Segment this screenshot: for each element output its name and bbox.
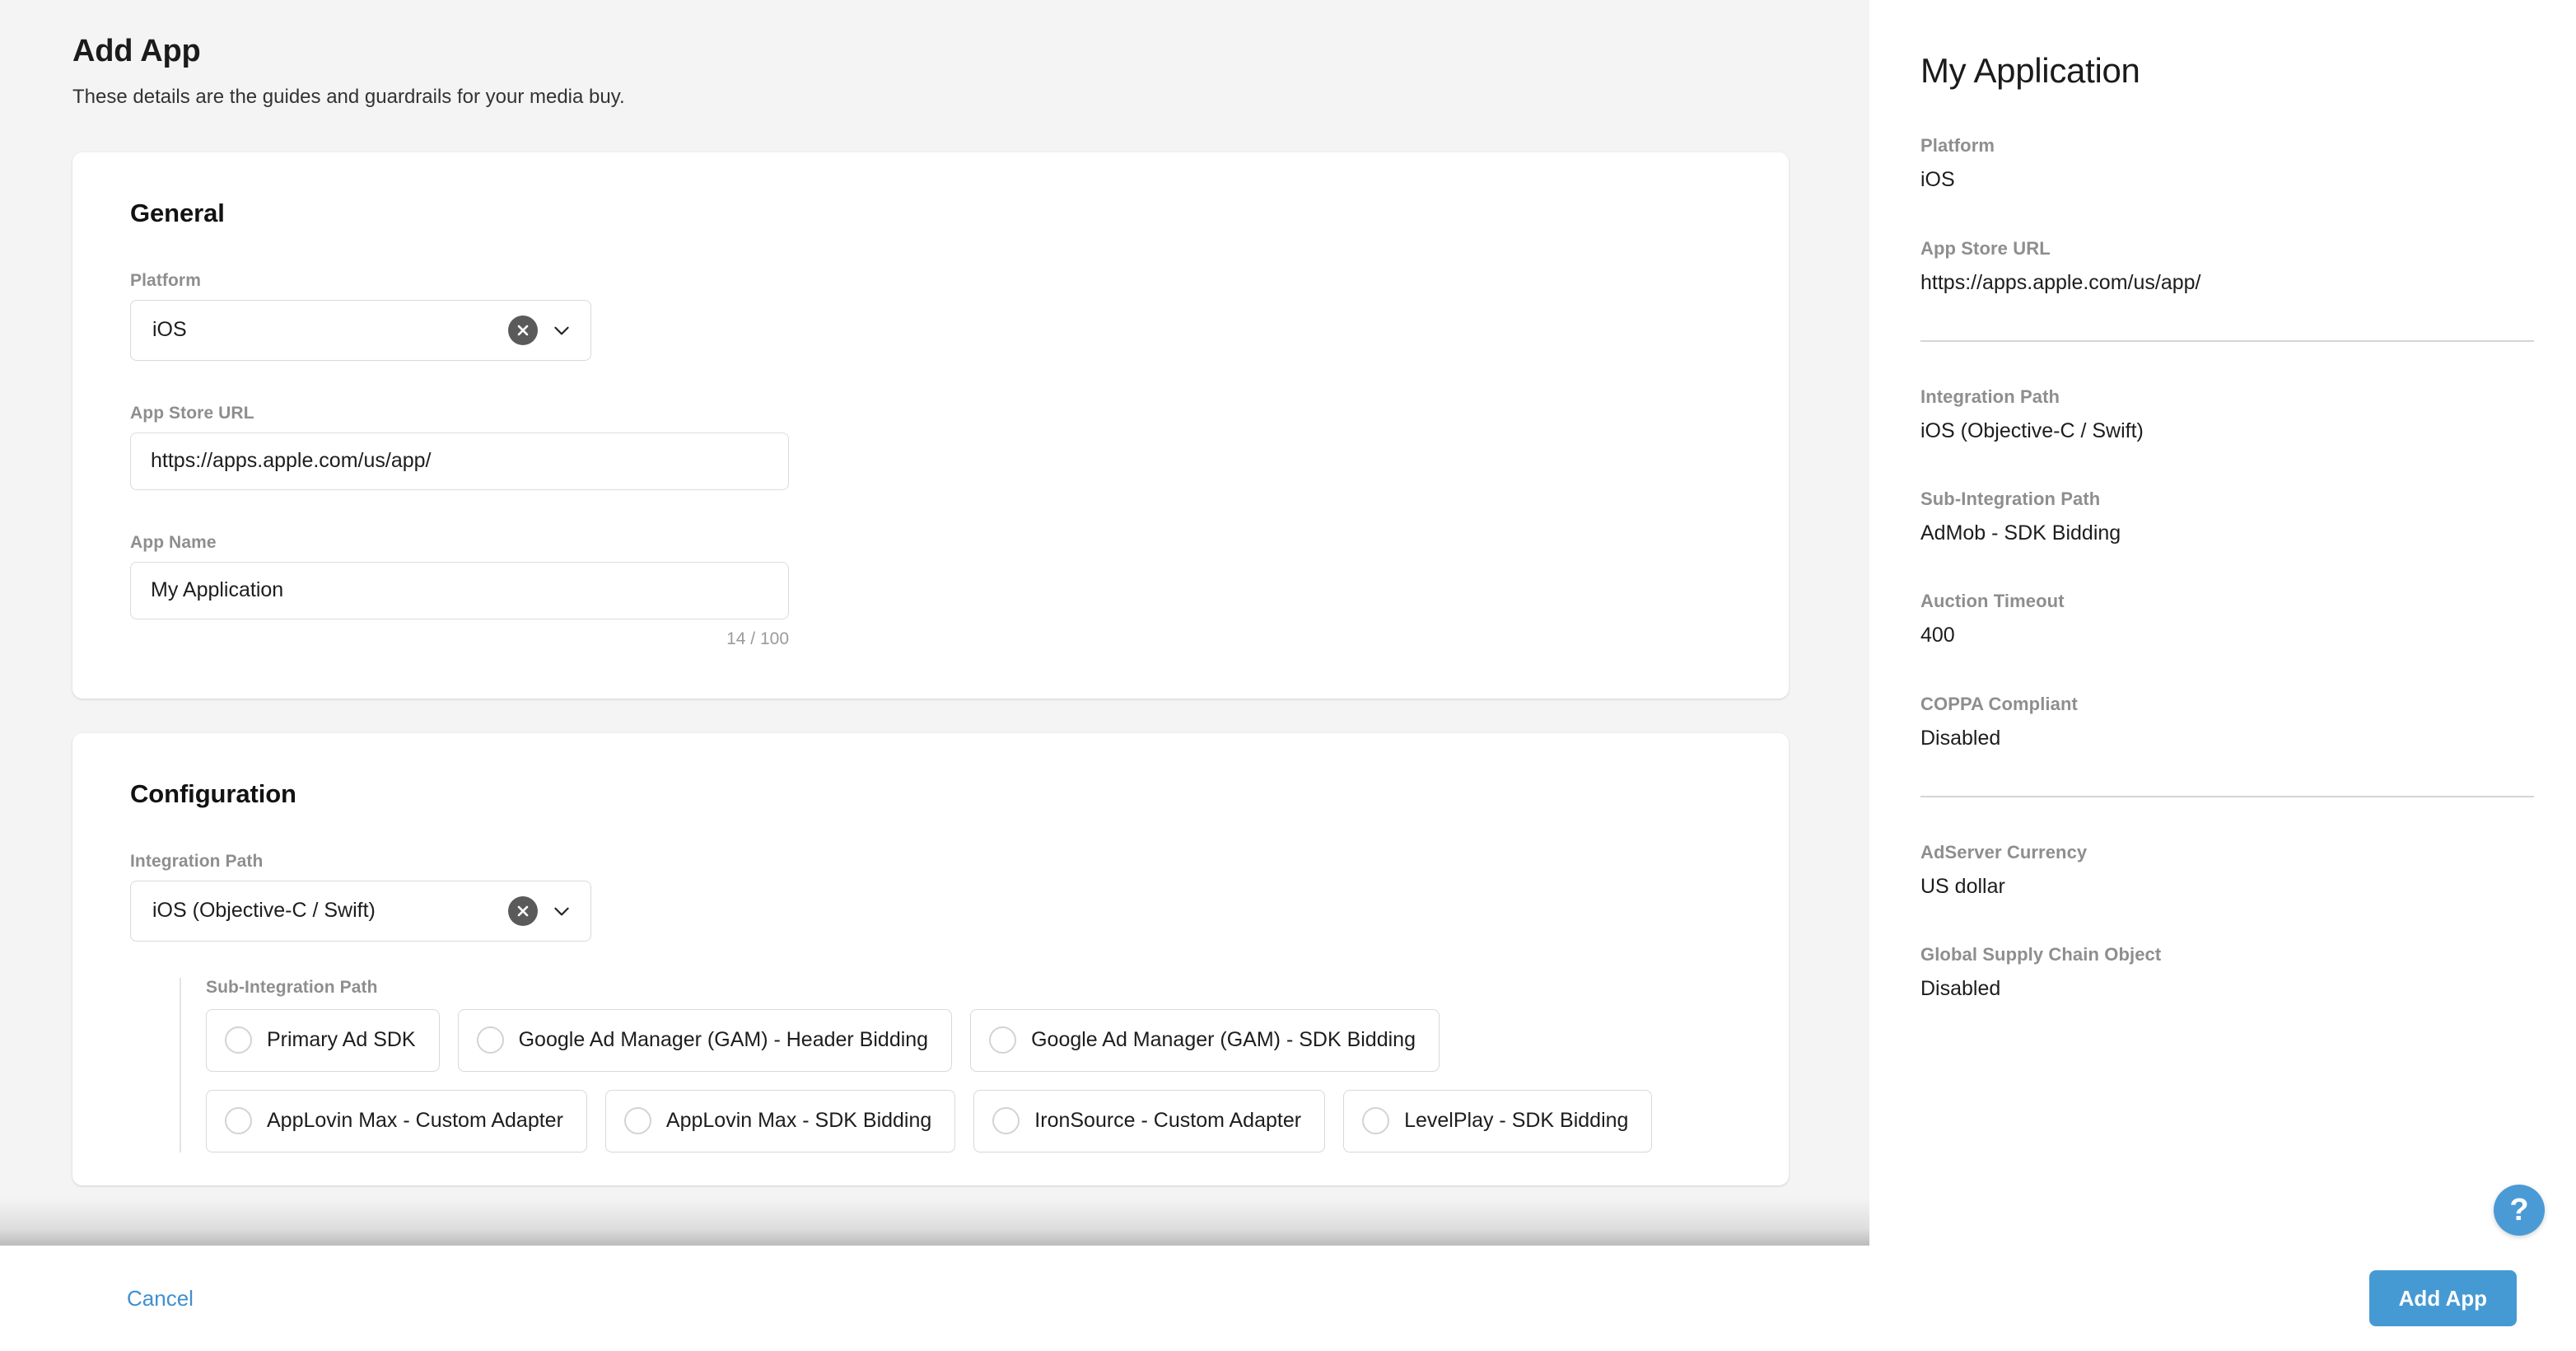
sub-integration-option[interactable]: Google Ad Manager (GAM) - Header Bidding	[457, 1008, 953, 1072]
summary-panel: My Application Platform iOS App Store URL h…	[1869, 0, 2576, 1246]
page-title: Add App	[72, 34, 201, 68]
app-name-char-counter: 14 / 100	[726, 629, 789, 648]
radio-circle-icon[interactable]	[992, 1107, 1020, 1135]
sub-integration-option-label: Primary Ad SDK	[267, 1028, 416, 1052]
summary-item-key: Integration Path	[1920, 386, 2060, 407]
general-section-title: General	[130, 198, 225, 227]
summary-item: Sub-Integration Path AdMob - SDK Bidding	[1920, 489, 2533, 546]
integration-path-select[interactable]: iOS (Objective-C / Swift)	[130, 880, 591, 942]
summary-item: Platform iOS	[1920, 135, 2533, 193]
summary-item-value: https://apps.apple.com/us/app/	[1920, 270, 2201, 294]
sub-integration-option[interactable]: Primary Ad SDK	[206, 1008, 440, 1072]
summary-item-value: US dollar	[1920, 874, 2005, 898]
configuration-card: Configuration Integration Path iOS (Obje…	[72, 732, 1789, 1185]
summary-item: App Store URL https://apps.apple.com/us/a…	[1920, 238, 2533, 296]
sub-integration-path-group: Sub-Integration Path Primary Ad SDK Googl…	[180, 977, 1731, 1152]
sub-integration-option[interactable]: IronSource - Custom Adapter	[973, 1089, 1326, 1152]
summary-item-key: Auction Timeout	[1920, 591, 2065, 612]
sub-integration-option-label: AppLovin Max - Custom Adapter	[267, 1109, 563, 1133]
question-mark-icon[interactable]: ?	[2494, 1185, 2545, 1236]
summary-item-key: Global Supply Chain Object	[1920, 944, 2162, 965]
summary-item-value: Disabled	[1920, 977, 2001, 1001]
sub-integration-option-label: LevelPlay - SDK Bidding	[1404, 1109, 1629, 1133]
chevron-down-icon[interactable]	[549, 318, 574, 343]
clear-circle-icon[interactable]	[508, 895, 538, 926]
add-app-button[interactable]: Add App	[2368, 1270, 2517, 1326]
radio-circle-icon[interactable]	[989, 1026, 1017, 1054]
app-name-field: App Name My Application 14 / 100	[130, 533, 1731, 649]
configuration-section-title: Configuration	[130, 778, 296, 808]
radio-circle-icon[interactable]	[1362, 1107, 1390, 1135]
sub-integration-option-label: IronSource - Custom Adapter	[1034, 1109, 1302, 1133]
summary-item-key: COPPA Compliant	[1920, 693, 2078, 714]
summary-title: My Application	[1920, 51, 2140, 90]
integration-path-value: iOS (Objective-C / Swift)	[152, 899, 376, 923]
sub-integration-path-label: Sub-Integration Path	[206, 977, 378, 997]
summary-item-value: iOS (Objective-C / Swift)	[1920, 418, 2144, 442]
radio-circle-icon[interactable]	[476, 1026, 504, 1054]
app-name-input[interactable]: My Application	[130, 561, 789, 619]
integration-path-field: Integration Path iOS (Objective-C / Swif…	[130, 852, 1731, 942]
radio-circle-icon[interactable]	[623, 1107, 651, 1135]
page-subtitle: These details are the guides and guardra…	[72, 85, 625, 108]
radio-circle-icon[interactable]	[225, 1026, 252, 1054]
summary-list: Platform iOS App Store URL https://apps.app…	[1920, 135, 2534, 1002]
summary-item-value: AdMob - SDK Bidding	[1920, 521, 2121, 545]
summary-divider	[1920, 339, 2534, 342]
sub-integration-option-label: Google Ad Manager (GAM) - Header Bidding	[518, 1028, 929, 1052]
platform-field: Platform iOS	[130, 271, 1731, 361]
platform-select[interactable]: iOS	[130, 299, 591, 361]
summary-item: Integration Path iOS (Objective-C / Swift…	[1920, 386, 2533, 444]
general-card: General Platform iOS App Store URL	[72, 152, 1789, 699]
summary-item-key: Platform	[1920, 135, 1995, 157]
app-store-url-input[interactable]: https://apps.apple.com/us/app/	[130, 432, 789, 490]
radio-circle-icon[interactable]	[225, 1107, 252, 1135]
page-header: Add App These details are the guides and…	[0, 33, 1869, 110]
sub-integration-option-label: Google Ad Manager (GAM) - SDK Bidding	[1031, 1028, 1416, 1052]
summary-item: COPPA Compliant Disabled	[1920, 694, 2533, 751]
summary-item-value: Disabled	[1920, 726, 2001, 750]
sub-integration-option[interactable]: Google Ad Manager (GAM) - SDK Bidding	[970, 1008, 1440, 1072]
sub-integration-path-options: Primary Ad SDK Google Ad Manager (GAM) - …	[206, 1008, 1731, 1152]
clear-circle-icon[interactable]	[508, 315, 538, 345]
summary-item-key: Sub-Integration Path	[1920, 489, 2101, 510]
platform-label: Platform	[130, 270, 201, 290]
summary-item: Global Supply Chain Object Disabled	[1920, 944, 2533, 1002]
sub-integration-option[interactable]: AppLovin Max - SDK Bidding	[604, 1089, 956, 1152]
summary-item-value: 400	[1920, 624, 1955, 647]
main-scroll-area[interactable]: Add App These details are the guides and…	[0, 0, 1869, 1246]
cancel-button[interactable]: Cancel	[122, 1278, 198, 1320]
summary-item-key: App Store URL	[1920, 237, 2051, 259]
summary-item-key: AdServer Currency	[1920, 841, 2088, 862]
footer-action-bar: Cancel Add App	[0, 1246, 2576, 1351]
summary-item: Auction Timeout 400	[1920, 591, 2533, 648]
platform-value: iOS	[152, 318, 187, 342]
sub-integration-option-label: AppLovin Max - SDK Bidding	[665, 1109, 932, 1133]
integration-path-label: Integration Path	[130, 851, 264, 871]
app-name-label: App Name	[130, 532, 217, 552]
summary-divider	[1920, 795, 2534, 797]
summary-item: AdServer Currency US dollar	[1920, 842, 2533, 900]
sub-integration-option[interactable]: AppLovin Max - Custom Adapter	[206, 1089, 587, 1152]
app-store-url-label: App Store URL	[130, 403, 254, 423]
chevron-down-icon[interactable]	[549, 899, 574, 923]
summary-item-value: iOS	[1920, 168, 1955, 192]
sub-integration-option[interactable]: LevelPlay - SDK Bidding	[1343, 1089, 1653, 1152]
app-store-url-field: App Store URL https://apps.apple.com/us/…	[130, 404, 1731, 490]
